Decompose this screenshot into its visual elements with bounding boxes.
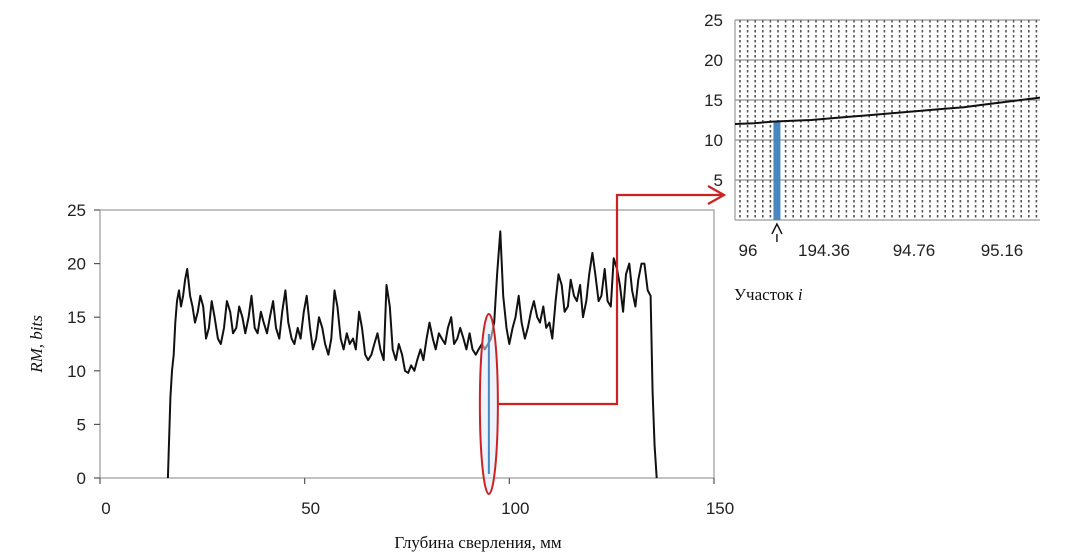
inset-x-axis-label: Участок i xyxy=(734,285,803,304)
main-y-tick-label: 5 xyxy=(77,415,86,434)
inset-y-tick-label: 15 xyxy=(704,91,723,110)
main-plot-frame xyxy=(99,209,715,479)
inset-chart: 5 10 15 20 25 96 194.36 94.76 95.16 Участок i xyxy=(704,11,1041,304)
inset-y-tick-label: 5 xyxy=(714,171,723,190)
main-x-tick-label: 0 xyxy=(101,499,110,518)
zoom-callout xyxy=(478,185,727,495)
inset-y-tick-label: 20 xyxy=(704,51,723,70)
inset-grid xyxy=(735,19,1040,220)
main-x-tick-label: 100 xyxy=(501,499,529,518)
main-y-axis-label: RM, bits xyxy=(27,315,46,374)
inset-x-tick-label: 194.36 xyxy=(798,241,850,260)
main-y-tick-label: 10 xyxy=(67,362,86,381)
main-x-axis-label: Глубина сверления, мм xyxy=(394,533,562,552)
inset-y-tick-label: 25 xyxy=(704,11,723,30)
main-series-line xyxy=(166,230,658,479)
callout-connector xyxy=(497,193,722,406)
inset-x-tick-label: 95.16 xyxy=(981,241,1024,260)
inset-series-line xyxy=(734,96,1041,125)
main-x-ticks: 0 50 100 150 xyxy=(99,478,734,518)
main-y-tick-label: 15 xyxy=(67,308,86,327)
segment-marker-icon xyxy=(771,222,783,242)
main-chart: 0 5 10 15 20 25 0 50 100 150 Глубина сверления, … xyxy=(27,201,734,552)
inset-y-tick-label: 10 xyxy=(704,131,723,150)
main-y-ticks: 0 5 10 15 20 25 xyxy=(67,201,100,488)
main-x-tick-label: 50 xyxy=(301,499,320,518)
arrow-right-icon xyxy=(707,185,727,205)
inset-x-tick-label: 96 xyxy=(739,241,758,260)
main-y-tick-label: 25 xyxy=(67,201,86,220)
inset-y-ticks: 5 10 15 20 25 xyxy=(704,11,723,190)
inset-highlight-segment xyxy=(773,121,781,220)
inset-x-tick-label: 94.76 xyxy=(893,241,936,260)
inset-x-ticks: 96 194.36 94.76 95.16 xyxy=(739,241,1024,260)
main-y-tick-label: 20 xyxy=(67,255,86,274)
main-x-tick-label: 150 xyxy=(706,499,734,518)
main-y-tick-label: 0 xyxy=(77,469,86,488)
